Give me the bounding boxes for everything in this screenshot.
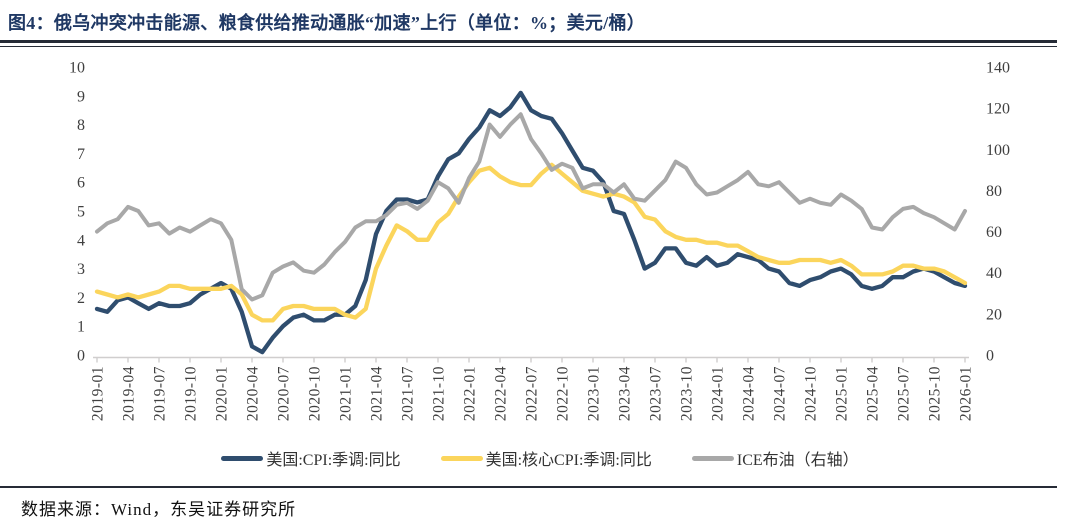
svg-text:0: 0 [77, 348, 85, 365]
y-axis-left-labels: 0 1 2 3 4 5 6 7 8 9 10 [69, 60, 85, 365]
x-axis-labels: 2019-01 2019-04 2019-07 2019-10 2020-01 2020-… [90, 366, 975, 421]
svg-text:2024-04: 2024-04 [741, 366, 758, 421]
svg-text:2024-10: 2024-10 [803, 366, 820, 421]
svg-text:2023-04: 2023-04 [617, 366, 634, 421]
core-cpi-line-swatch [440, 455, 483, 461]
svg-text:2025-10: 2025-10 [927, 366, 944, 421]
svg-text:2019-10: 2019-10 [183, 366, 200, 421]
svg-text:2022-10: 2022-10 [555, 366, 572, 421]
svg-text:60: 60 [986, 224, 1002, 241]
brent-line-swatch [691, 455, 734, 461]
svg-text:140: 140 [986, 60, 1010, 77]
svg-text:2: 2 [77, 290, 85, 307]
svg-text:2022-07: 2022-07 [524, 366, 541, 421]
svg-text:8: 8 [77, 117, 85, 134]
legend-label: 美国:核心CPI:季调:同比 [485, 452, 652, 469]
svg-text:0: 0 [986, 348, 994, 365]
footer-divider [0, 486, 1057, 488]
svg-text:3: 3 [77, 261, 85, 278]
svg-text:2024-07: 2024-07 [772, 366, 789, 421]
svg-text:2025-04: 2025-04 [865, 366, 882, 421]
svg-text:2025-01: 2025-01 [834, 366, 851, 421]
svg-text:6: 6 [77, 175, 85, 192]
svg-text:100: 100 [986, 142, 1010, 159]
data-source: 数据来源：Wind，东吴证券研究所 [21, 500, 297, 519]
legend-item-core-cpi: 美国:核心CPI:季调:同比 [440, 446, 652, 470]
svg-text:2026-01: 2026-01 [958, 366, 975, 421]
svg-text:40: 40 [986, 265, 1002, 282]
svg-text:2021-04: 2021-04 [369, 366, 386, 421]
svg-text:20: 20 [986, 306, 1002, 323]
svg-text:2021-07: 2021-07 [400, 366, 417, 421]
title-divider [0, 40, 1057, 47]
svg-text:2023-01: 2023-01 [586, 366, 603, 421]
x-axis [93, 356, 969, 363]
svg-text:2023-07: 2023-07 [648, 366, 665, 421]
cpi-line-swatch [221, 455, 264, 461]
chart-legend: 美国:CPI:季调:同比 美国:核心CPI:季调:同比 ICE布油（右轴） [0, 446, 1080, 470]
svg-text:7: 7 [77, 146, 85, 163]
svg-text:10: 10 [69, 60, 85, 77]
series-lines [94, 90, 968, 355]
legend-item-cpi: 美国:CPI:季调:同比 [221, 446, 401, 470]
svg-text:2023-10: 2023-10 [679, 366, 696, 421]
svg-text:2019-04: 2019-04 [121, 366, 138, 421]
svg-text:1: 1 [77, 319, 85, 336]
svg-text:2025-07: 2025-07 [896, 366, 913, 421]
svg-text:2019-07: 2019-07 [152, 366, 169, 421]
legend-label: 美国:CPI:季调:同比 [266, 452, 401, 469]
svg-text:80: 80 [986, 183, 1002, 200]
svg-text:120: 120 [986, 101, 1010, 118]
svg-text:2024-01: 2024-01 [710, 366, 727, 421]
legend-item-brent: ICE布油（右轴） [691, 446, 859, 470]
svg-text:2021-10: 2021-10 [431, 366, 448, 421]
svg-text:2020-04: 2020-04 [245, 366, 262, 421]
svg-text:4: 4 [77, 232, 85, 249]
svg-text:9: 9 [77, 88, 85, 105]
svg-text:5: 5 [77, 204, 85, 221]
svg-text:2022-01: 2022-01 [462, 366, 479, 421]
svg-text:2020-01: 2020-01 [214, 366, 231, 421]
svg-text:2019-01: 2019-01 [90, 366, 107, 421]
svg-text:2021-01: 2021-01 [338, 366, 355, 421]
svg-text:2022-04: 2022-04 [493, 366, 510, 421]
legend-label: ICE布油（右轴） [736, 452, 859, 469]
y-axis-right-labels: 0 20 40 60 80 100 120 140 [986, 60, 1010, 365]
svg-text:2020-10: 2020-10 [307, 366, 324, 421]
figure-title: 图4：俄乌冲突冲击能源、粮食供给推动通胀“加速”上行（单位：%；美元/桶） [8, 13, 646, 33]
svg-text:2020-07: 2020-07 [276, 366, 293, 421]
